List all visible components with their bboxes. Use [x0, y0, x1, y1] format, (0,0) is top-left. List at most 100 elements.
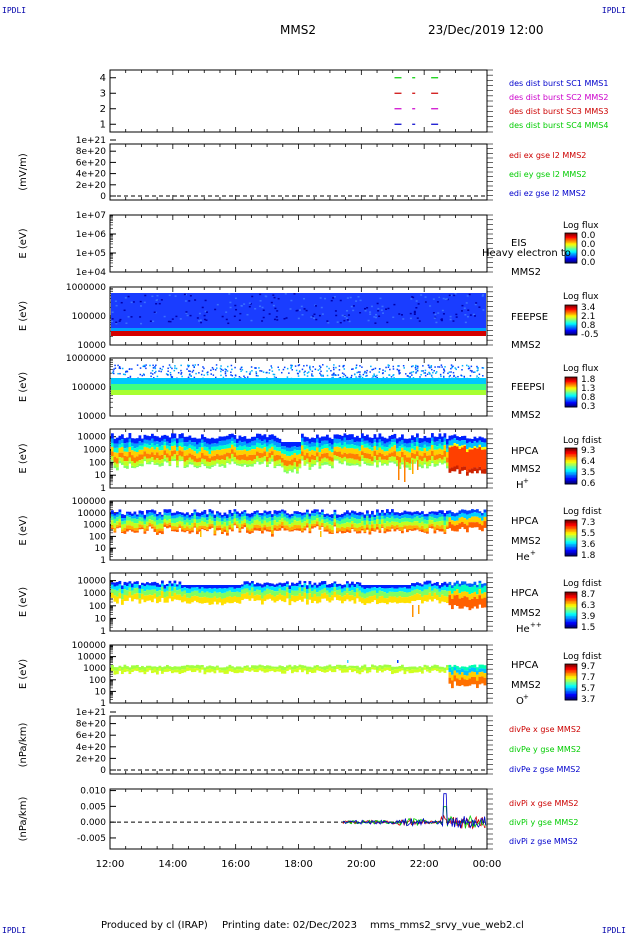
hpca_o-cell: [146, 665, 149, 669]
hpca_hepp-cell: [148, 594, 152, 601]
hpca_he-cell: [388, 514, 392, 519]
hpca_h-ytick-label: 1: [100, 484, 106, 494]
hpca_h-cell: [361, 433, 364, 439]
feepsi-colorbar-cell: [565, 389, 577, 392]
hpca_h-cell: [251, 463, 254, 467]
hpca_he-cell: [473, 516, 477, 523]
hpca_he-cell: [146, 525, 149, 530]
hpca_he-cell: [413, 521, 417, 526]
hpca_hepp-cell: [433, 588, 437, 593]
hpca_hepp-cell: [313, 589, 317, 594]
hpca_h-cell: [328, 450, 332, 457]
hpca_he-cell: [321, 515, 324, 520]
hpca_he-cell: [168, 512, 172, 516]
hpca_hepp-cell: [138, 585, 142, 589]
hpca_h-cell: [171, 459, 174, 462]
hpca_o-cell: [396, 666, 399, 670]
hpca_o-cell: [373, 667, 377, 670]
hpca_o-cell: [471, 664, 474, 668]
feepse-pixel: [334, 310, 337, 312]
feepsi-pixel: [359, 371, 361, 373]
hpca_h-cell: [171, 433, 174, 439]
hpca_he-cell: [333, 525, 337, 527]
hpca_h-cell: [388, 453, 392, 458]
feepsi-pixel: [171, 367, 173, 370]
feepsi-pixel: [301, 368, 304, 371]
hpca_o-cell: [113, 667, 117, 671]
hpca_h-cell: [368, 453, 372, 460]
hpca_h-cell: [111, 451, 114, 457]
feepse-colorbar-cell: [565, 317, 577, 320]
hpca_hepp-cell: [276, 586, 279, 592]
hpca_h-cell: [163, 445, 167, 451]
feepsi-pixel: [396, 368, 399, 371]
hpca_o-cell: [163, 669, 167, 672]
hpca_hepp-cell: [141, 585, 144, 590]
feepse-colorbar-cell: [565, 311, 577, 313]
hpca_h-cell: [316, 434, 319, 439]
hpca_hepp-cell: [371, 590, 374, 597]
hpca_h-cell: [373, 450, 377, 457]
hpca_hepp-cell: [368, 588, 372, 592]
hpca_h-cell: [188, 435, 192, 441]
hpca_o-cell: [438, 666, 442, 670]
hpca_hepp-cell: [113, 586, 117, 590]
hpca_hepp-cell: [361, 585, 364, 588]
hpca_hepp-cell: [418, 583, 422, 586]
hpca_hepp-cell: [181, 591, 184, 597]
hpca_hepp-cell: [203, 596, 207, 604]
hpca_o-cell: [331, 666, 334, 669]
hpca_hepp-cell: [263, 590, 267, 596]
feepsi-pixel: [166, 373, 169, 376]
hpca_o-cell: [138, 667, 142, 671]
hpca_o-cell: [313, 668, 317, 673]
hpca_hepp-cell: [456, 580, 459, 584]
hpca_hepp-cell: [188, 593, 192, 598]
feepsi-pixel: [333, 368, 335, 371]
feepsi-pixel: [192, 369, 195, 372]
hpca_hepp-cell: [238, 587, 242, 593]
hpca_o-cell: [326, 665, 329, 670]
hpca_hepp-cell: [223, 585, 227, 589]
hpca_hepp-cell: [413, 583, 417, 587]
hpca_hepp-cell: [416, 593, 419, 601]
feepse-pixel: [259, 305, 262, 307]
hpca_h-cell: [421, 442, 424, 448]
hpca_o-cell: [316, 667, 319, 671]
feepse-pixel: [380, 309, 383, 311]
hpca_he-cell: [301, 522, 304, 528]
hpca_hepp-cell: [158, 590, 162, 596]
hpca_hepp-cell: [238, 585, 242, 588]
hpca_o-cell: [363, 664, 367, 668]
hpca_h-cell: [453, 434, 457, 439]
hpca_h-cell: [181, 433, 184, 439]
feepsi-pixel: [482, 367, 485, 369]
hpca_h-cell: [258, 461, 262, 465]
feepsi-colorbar-cell: [565, 385, 577, 388]
feepse-pixel: [349, 296, 352, 299]
hpca_h-cell: [158, 442, 162, 447]
hpca_hepp-cell: [111, 588, 114, 593]
hpca_hepp-cell: [291, 595, 294, 602]
feepse-pixel: [115, 304, 118, 307]
hpca_h-cell: [193, 455, 197, 462]
hpca_he-cell: [206, 526, 209, 531]
hpca_he-cell: [371, 514, 374, 518]
feepsi-pixel: [273, 373, 276, 376]
feepse-pixel: [123, 309, 126, 312]
hpca_hepp-cell: [228, 585, 232, 588]
divpe-ylabel: (nPa/km): [18, 723, 29, 768]
hpca_he-cell: [243, 510, 247, 513]
hpca_he-cell: [386, 517, 389, 522]
hpca_h-colorbar-cell: [565, 458, 577, 461]
feepsi-pixel: [439, 373, 442, 376]
hpca_he-cell: [288, 514, 292, 518]
hpca_h-cell: [386, 442, 389, 448]
feepsi-pixel: [376, 376, 378, 379]
hpca_h-cell: [248, 454, 252, 461]
hpca_h-cell: [221, 459, 224, 464]
hpca_he-cell: [133, 530, 137, 533]
feepsi-pixel: [181, 375, 183, 378]
hpca_he-colorbar-cell: [565, 542, 577, 545]
hpca_o-cell: [416, 669, 419, 673]
